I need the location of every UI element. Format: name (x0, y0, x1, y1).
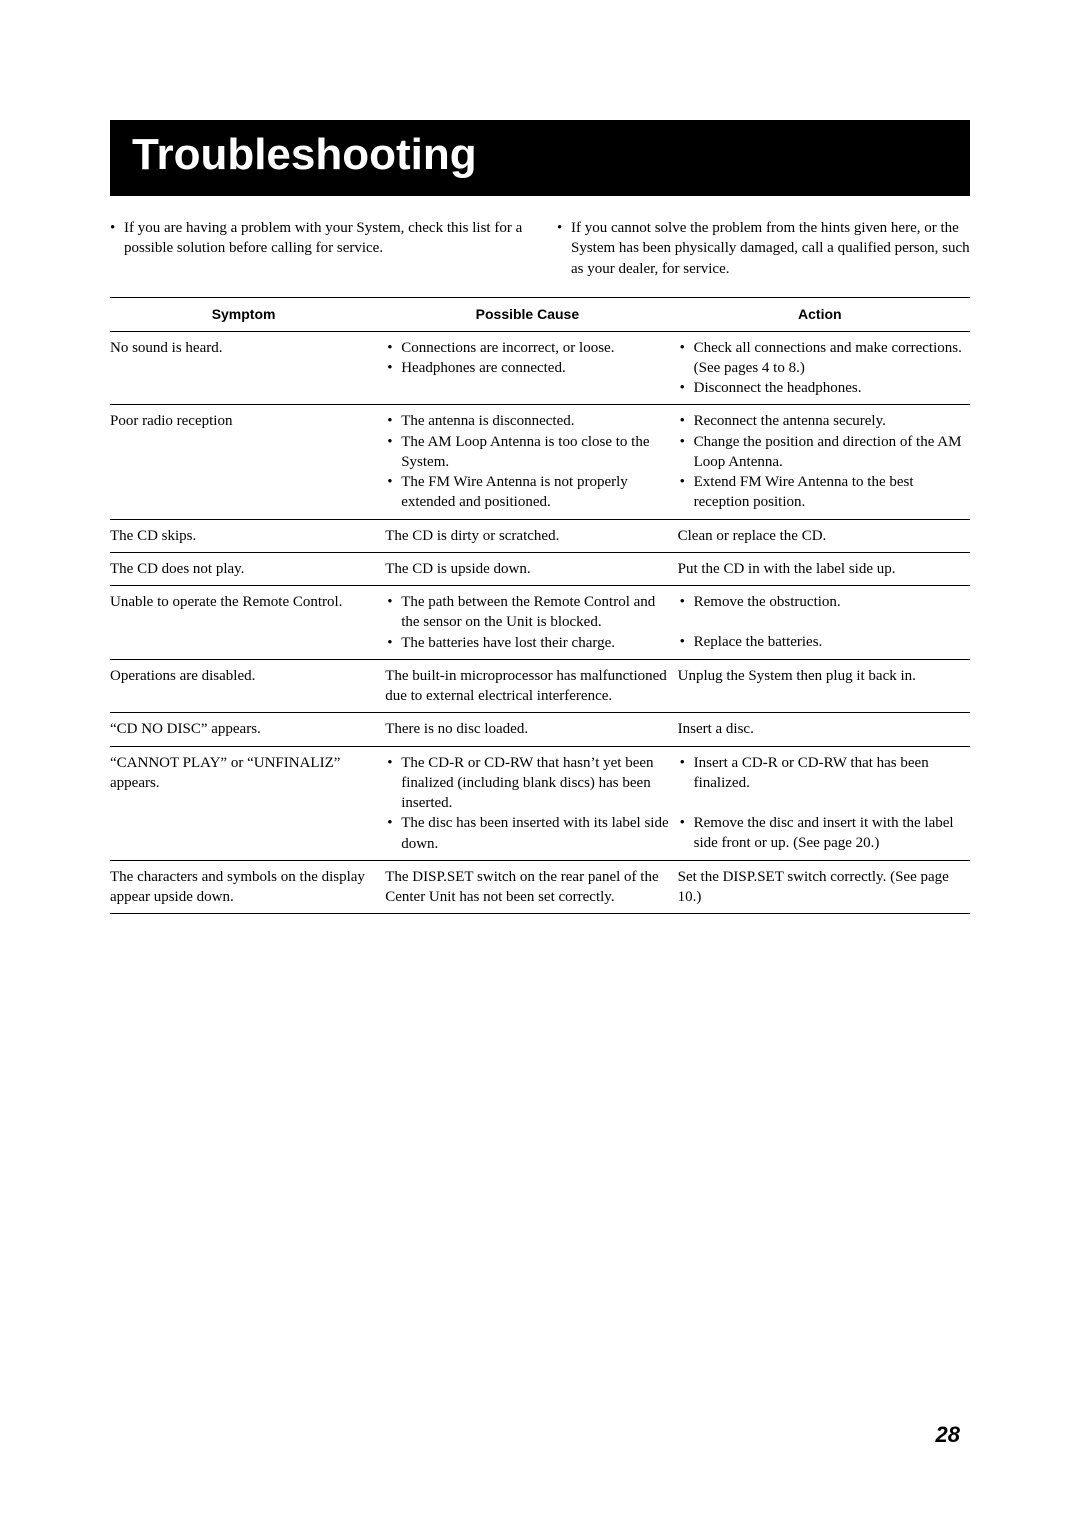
cell-action: Unplug the System then plug it back in. (678, 659, 970, 713)
header-action: Action (678, 297, 970, 331)
action-item: Check all connections and make correctio… (678, 338, 962, 379)
cell-cause: The antenna is disconnected.The AM Loop … (385, 405, 677, 519)
table-row: “CD NO DISC” appears.There is no disc lo… (110, 713, 970, 746)
cell-symptom: “CD NO DISC” appears. (110, 713, 385, 746)
intro-left: • If you are having a problem with your … (110, 218, 523, 279)
page-number: 28 (936, 1422, 960, 1448)
cause-item: The path between the Remote Control and … (385, 592, 669, 633)
cell-cause: The CD is upside down. (385, 552, 677, 585)
cell-symptom: Operations are disabled. (110, 659, 385, 713)
cause-item: The antenna is disconnected. (385, 411, 669, 431)
bullet-icon: • (557, 218, 571, 279)
table-row: Poor radio receptionThe antenna is disco… (110, 405, 970, 519)
action-item: Disconnect the headphones. (678, 378, 962, 398)
action-item: Change the position and direction of the… (678, 432, 962, 473)
table-header-row: Symptom Possible Cause Action (110, 297, 970, 331)
cell-action: Reconnect the antenna securely.Change th… (678, 405, 970, 519)
intro-right: • If you cannot solve the problem from t… (557, 218, 970, 279)
cell-cause: The built-in microprocessor has malfunct… (385, 659, 677, 713)
page: Troubleshooting • If you are having a pr… (0, 0, 1080, 1528)
table-row: No sound is heard.Connections are incorr… (110, 331, 970, 405)
cell-cause: There is no disc loaded. (385, 713, 677, 746)
title-bar: Troubleshooting (110, 120, 970, 196)
cell-action: Clean or replace the CD. (678, 519, 970, 552)
header-symptom: Symptom (110, 297, 385, 331)
cell-symptom: Unable to operate the Remote Control. (110, 586, 385, 660)
cell-action: Insert a disc. (678, 713, 970, 746)
cell-action: Insert a CD-R or CD-RW that has been fin… (678, 746, 970, 860)
intro-left-text: If you are having a problem with your Sy… (124, 218, 523, 279)
cell-symptom: Poor radio reception (110, 405, 385, 519)
action-item: Remove the obstruction. (678, 592, 962, 612)
bullet-icon: • (110, 218, 124, 279)
cell-symptom: No sound is heard. (110, 331, 385, 405)
table-row: Unable to operate the Remote Control.The… (110, 586, 970, 660)
cause-item: The AM Loop Antenna is too close to the … (385, 432, 669, 473)
cell-action: Put the CD in with the label side up. (678, 552, 970, 585)
cell-action: Remove the obstruction. Replace the batte… (678, 586, 970, 660)
cause-item: Headphones are connected. (385, 358, 669, 378)
cause-item: The FM Wire Antenna is not properly exte… (385, 472, 669, 513)
cell-cause: The CD is dirty or scratched. (385, 519, 677, 552)
cell-cause: Connections are incorrect, or loose.Head… (385, 331, 677, 405)
cause-item: The disc has been inserted with its labe… (385, 813, 669, 854)
cell-cause: The CD-R or CD-RW that hasn’t yet been f… (385, 746, 677, 860)
action-item: Insert a CD-R or CD-RW that has been fin… (678, 753, 962, 794)
cause-item: The CD-R or CD-RW that hasn’t yet been f… (385, 753, 669, 814)
action-item: Replace the batteries. (678, 632, 962, 652)
cell-cause: The path between the Remote Control and … (385, 586, 677, 660)
table-row: The CD does not play.The CD is upside do… (110, 552, 970, 585)
action-item: Extend FM Wire Antenna to the best recep… (678, 472, 962, 513)
intro-section: • If you are having a problem with your … (110, 218, 970, 279)
cell-action: Set the DISP.SET switch correctly. (See … (678, 860, 970, 914)
cause-item: Connections are incorrect, or loose. (385, 338, 669, 358)
cell-symptom: The CD does not play. (110, 552, 385, 585)
table-row: The characters and symbols on the displa… (110, 860, 970, 914)
action-item: Reconnect the antenna securely. (678, 411, 962, 431)
page-title: Troubleshooting (132, 130, 948, 180)
header-cause: Possible Cause (385, 297, 677, 331)
intro-right-text: If you cannot solve the problem from the… (571, 218, 970, 279)
action-item: Remove the disc and insert it with the l… (678, 813, 962, 854)
table-row: Operations are disabled.The built-in mic… (110, 659, 970, 713)
cause-item: The batteries have lost their charge. (385, 633, 669, 653)
cell-cause: The DISP.SET switch on the rear panel of… (385, 860, 677, 914)
cell-symptom: “CANNOT PLAY” or “UNFINALIZ” appears. (110, 746, 385, 860)
troubleshooting-table: Symptom Possible Cause Action No sound i… (110, 297, 970, 915)
cell-symptom: The CD skips. (110, 519, 385, 552)
table-row: The CD skips.The CD is dirty or scratche… (110, 519, 970, 552)
cell-symptom: The characters and symbols on the displa… (110, 860, 385, 914)
table-row: “CANNOT PLAY” or “UNFINALIZ” appears.The… (110, 746, 970, 860)
cell-action: Check all connections and make correctio… (678, 331, 970, 405)
